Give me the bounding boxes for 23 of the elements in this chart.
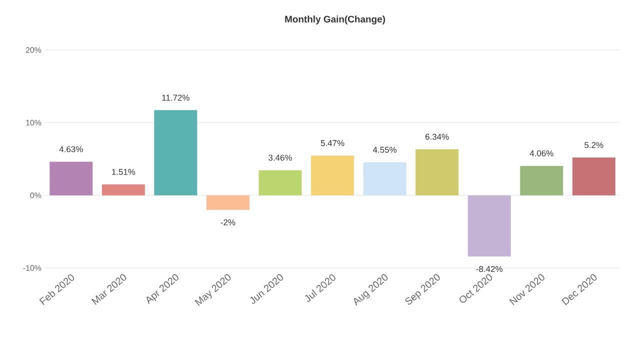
bar — [416, 149, 459, 196]
data-label: 4.63% — [59, 146, 83, 152]
bar — [311, 156, 354, 196]
data-label: 11.72% — [162, 94, 190, 101]
chart-title: Monthly Gain(Change) — [285, 16, 386, 24]
bar — [50, 162, 93, 196]
data-label: 3.46% — [268, 154, 292, 161]
bar — [154, 110, 198, 196]
data-label: 1.51% — [112, 168, 136, 175]
bar — [468, 195, 511, 257]
bar — [102, 184, 145, 196]
bar — [572, 158, 616, 196]
bar — [520, 166, 564, 196]
data-label: 4.55% — [372, 146, 396, 153]
data-label: 4.06% — [530, 150, 554, 156]
data-label: 6.34% — [425, 134, 449, 140]
data-label: 5.2% — [584, 142, 604, 148]
data-label: -2% — [220, 219, 236, 226]
bar — [206, 195, 250, 210]
bar — [363, 162, 406, 196]
data-label: -8.42% — [476, 266, 502, 272]
data-label: 5.47% — [320, 140, 344, 146]
bar — [258, 170, 302, 196]
